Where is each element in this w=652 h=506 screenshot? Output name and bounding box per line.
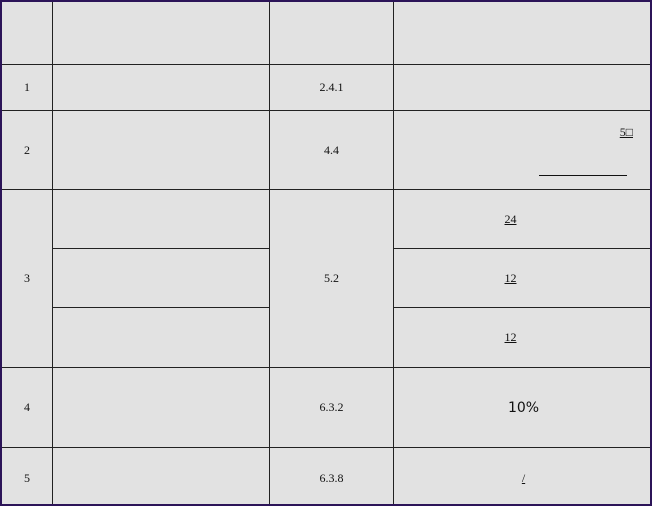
row-requirement: 10% bbox=[393, 367, 650, 448]
row-requirement bbox=[393, 64, 650, 111]
row-requirement: 12 bbox=[393, 307, 650, 368]
row-item bbox=[52, 189, 270, 249]
header-cell-index bbox=[2, 2, 53, 65]
row-clause: 2.4.1 bbox=[269, 64, 394, 111]
row-clause: 6.3.8 bbox=[269, 447, 394, 504]
table-row: 2 4.4 5□ bbox=[2, 110, 650, 190]
row-requirement: 24 bbox=[393, 189, 650, 249]
row-item bbox=[52, 447, 270, 504]
requirement-text: / bbox=[521, 470, 526, 485]
blank-fill-line bbox=[539, 175, 627, 176]
requirement-text: 5□ bbox=[619, 125, 633, 139]
row-index: 2 bbox=[2, 110, 53, 190]
table-header-row bbox=[2, 2, 650, 65]
table-row: 4 6.3.2 10% bbox=[2, 367, 650, 448]
row-index: 1 bbox=[2, 64, 53, 111]
requirement-text: 12 bbox=[504, 270, 517, 285]
row-index: 4 bbox=[2, 367, 53, 448]
row-item bbox=[52, 110, 270, 190]
table-row: 1 2.4.1 bbox=[2, 64, 650, 111]
row-requirement: / bbox=[393, 447, 650, 504]
row-item bbox=[52, 64, 270, 111]
row-requirement: 5□ bbox=[393, 110, 650, 190]
row-requirement: 12 bbox=[393, 248, 650, 308]
header-cell-clause bbox=[269, 2, 394, 65]
requirement-text: 12 bbox=[504, 330, 517, 344]
requirement-text: 24 bbox=[504, 211, 517, 226]
row-clause: 5.2 bbox=[269, 189, 394, 368]
row-item bbox=[52, 307, 270, 368]
row-item bbox=[52, 367, 270, 448]
row-index: 5 bbox=[2, 447, 53, 504]
row-clause: 6.3.2 bbox=[269, 367, 394, 448]
table-row: 3 5.2 24 bbox=[2, 189, 650, 368]
table-row: 12 bbox=[2, 248, 650, 308]
table-row: 5 6.3.8 / bbox=[2, 447, 650, 504]
header-cell-item bbox=[52, 2, 270, 65]
row-item bbox=[52, 248, 270, 308]
row-clause: 4.4 bbox=[269, 110, 394, 190]
row-index: 3 bbox=[2, 189, 53, 368]
header-cell-requirement bbox=[393, 2, 650, 65]
table-row: 12 bbox=[2, 307, 650, 368]
